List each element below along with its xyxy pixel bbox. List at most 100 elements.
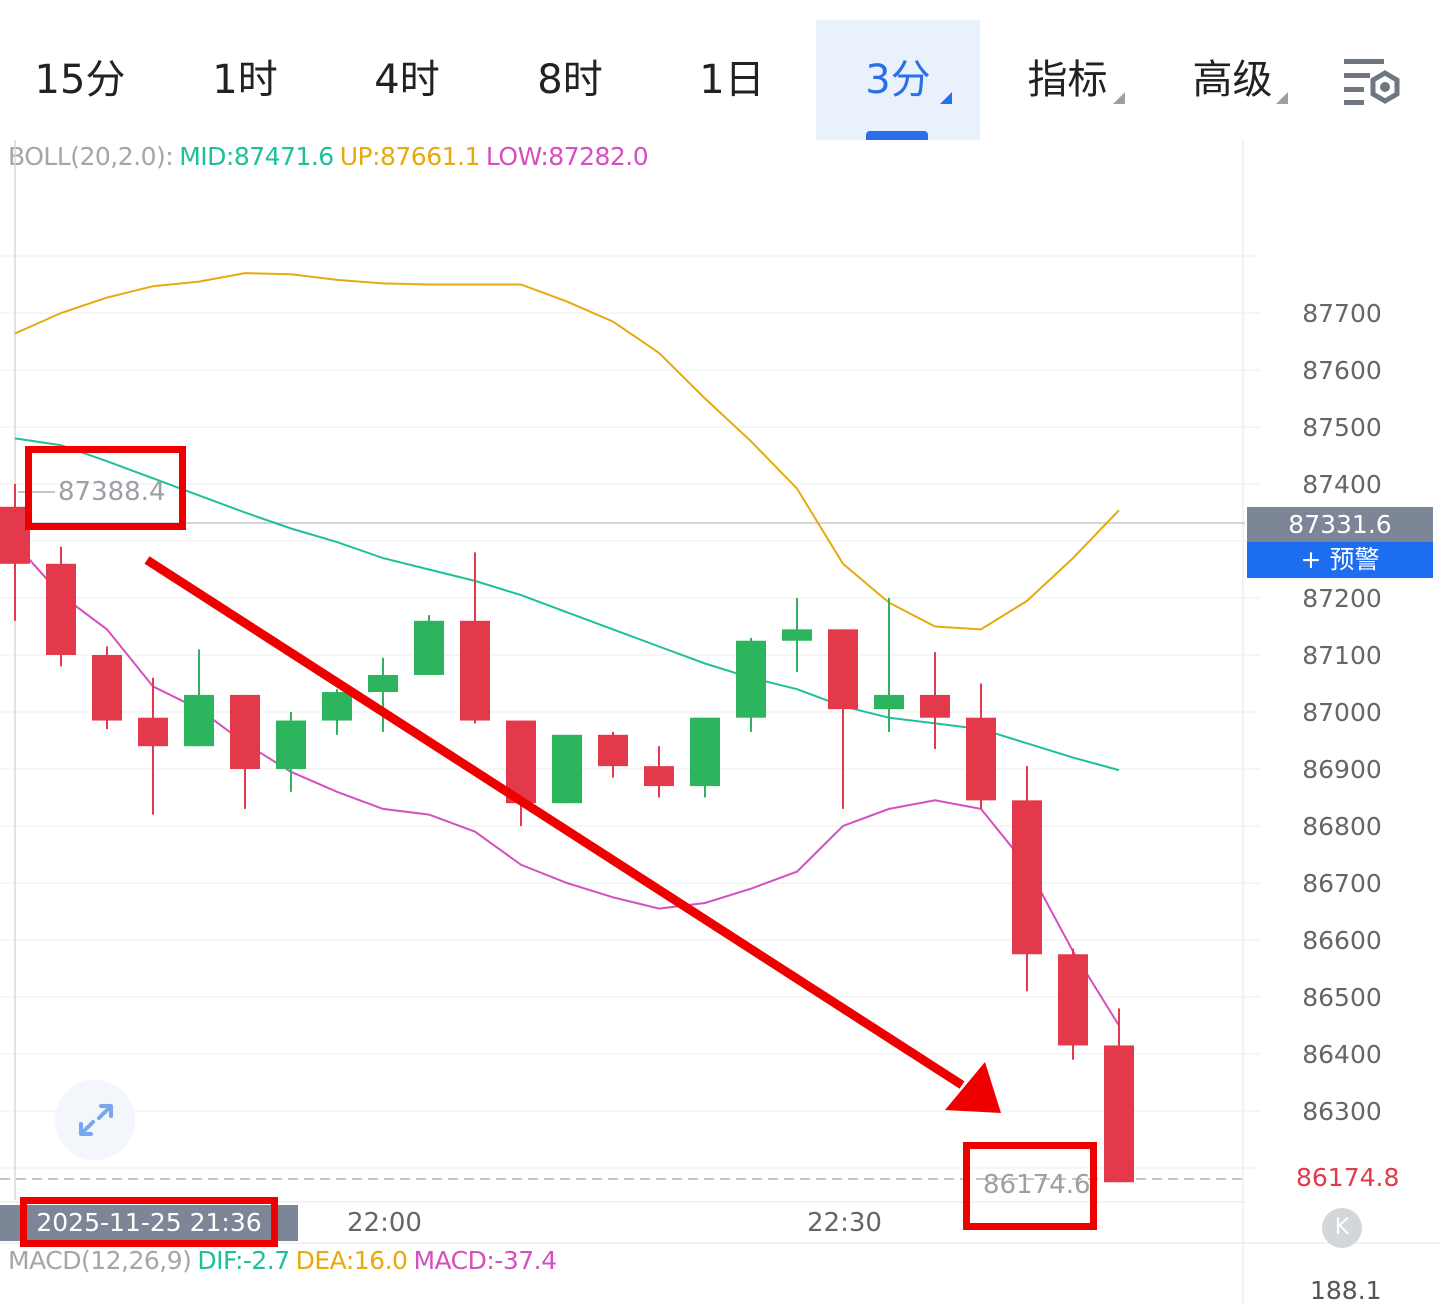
candle-down <box>92 646 122 730</box>
boll-up-value: UP:87661.1 <box>339 142 481 171</box>
candle-body <box>644 766 674 787</box>
tab-1d[interactable]: 1日 <box>677 20 787 140</box>
y-tick-label: 87100 <box>1302 641 1382 670</box>
candle-body <box>966 717 996 801</box>
candle-down <box>966 683 996 809</box>
y-tick-label: 87600 <box>1302 356 1382 385</box>
tab-label: 1日 <box>699 57 765 103</box>
candle-down <box>828 629 858 809</box>
price-axis: 87700 87600 87500 87400 87200 87100 87000 86900… <box>1302 299 1382 1126</box>
candle-body <box>920 694 950 718</box>
y-tick-label: 87700 <box>1302 299 1382 328</box>
macd-scale-value: 188.1 <box>1310 1276 1382 1305</box>
macd-dea-value: DEA:16.0 <box>295 1246 408 1275</box>
low-price-label: 86174.6 <box>983 1170 1091 1200</box>
y-tick-label: 86700 <box>1302 869 1382 898</box>
macd-dif-value: DIF:-2.7 <box>197 1246 290 1275</box>
macd-legend: MACD(12,26,9) DIF:-2.7 DEA:16.0 MACD:-37.4 <box>8 1246 562 1275</box>
candle-up <box>552 734 582 804</box>
y-tick-label: 86300 <box>1302 1097 1382 1126</box>
candle-body <box>460 620 490 721</box>
dropdown-caret-icon <box>940 92 952 104</box>
date-highlight <box>20 1197 278 1247</box>
tab-15m[interactable]: 15分 <box>25 20 135 140</box>
y-tick-label: 87500 <box>1302 413 1382 442</box>
x-tick-label: 22:00 <box>347 1208 422 1238</box>
tab-4h[interactable]: 4时 <box>352 20 462 140</box>
y-tick-label: 86900 <box>1302 755 1382 784</box>
trend-arrow-head <box>945 1062 1001 1113</box>
candle-body <box>828 629 858 710</box>
candle-down <box>1058 948 1088 1060</box>
macd-value: MACD:-37.4 <box>413 1246 557 1275</box>
tab-1h[interactable]: 1时 <box>190 20 300 140</box>
high-price-label: 87388.4 <box>58 477 166 507</box>
candle-body <box>1058 954 1088 1046</box>
boll-legend: BOLL(20,2.0): MID:87471.6 UP:87661.1 LOW:87… <box>8 142 654 171</box>
trend-arrow-shaft <box>144 556 965 1089</box>
candle-up <box>874 598 904 732</box>
current-price-tag: 87331.6 <box>1247 507 1433 542</box>
boll-mid-value: MID:87471.6 <box>179 142 334 171</box>
interval-tabs: 15分 1时 4时 8时 1日 3分 指标 高级 <box>0 0 1440 140</box>
candle-body <box>46 563 76 655</box>
tab-label: 指标 <box>1027 57 1108 103</box>
tab-3m[interactable]: 3分 <box>816 20 980 140</box>
x-tick-label: 22:30 <box>807 1208 882 1238</box>
candle-body <box>322 692 352 721</box>
boll-up-line <box>14 272 1120 631</box>
tab-label: 4时 <box>374 57 440 103</box>
macd-name: MACD(12,26,9) <box>8 1246 192 1275</box>
y-tick-label: 87400 <box>1302 470 1382 499</box>
candle-down <box>1104 1008 1134 1183</box>
candlestick-chart[interactable]: 87700 87600 87500 87400 87200 87100 87000 86900… <box>0 140 1440 1305</box>
expand-chart-button[interactable] <box>55 1080 135 1160</box>
tab-indicators[interactable]: 指标 <box>1005 20 1130 140</box>
active-tab-indicator <box>866 131 928 140</box>
candle-body <box>414 620 444 675</box>
boll-name: BOLL(20,2.0): <box>8 142 174 171</box>
candle-down <box>230 694 260 809</box>
tab-label: 3分 <box>865 57 931 103</box>
candles <box>0 484 1134 1183</box>
candle-down <box>46 546 76 667</box>
tab-label: 高级 <box>1192 57 1273 103</box>
dropdown-caret-icon <box>1113 92 1125 104</box>
candle-body <box>782 629 812 641</box>
candle-body <box>598 734 628 767</box>
candle-up <box>368 657 398 732</box>
last-price-label: 86174.8 <box>1296 1163 1400 1192</box>
tab-label: 8时 <box>537 57 603 103</box>
candle-body <box>138 717 168 747</box>
candle-body <box>736 640 766 718</box>
tab-8h[interactable]: 8时 <box>515 20 625 140</box>
candle-up <box>276 712 306 792</box>
crosshair-date-tag: 2025-11-25 21:36 <box>0 1205 298 1241</box>
candle-body <box>184 694 214 747</box>
chart-settings-icon[interactable] <box>1340 55 1404 109</box>
dropdown-caret-icon <box>1276 92 1288 104</box>
candle-down <box>460 552 490 724</box>
candle-down <box>1012 766 1042 992</box>
boll-low-value: LOW:87282.0 <box>485 142 649 171</box>
candle-up <box>736 637 766 732</box>
add-alert-button[interactable]: + 预警 <box>1247 542 1433 578</box>
candle-down <box>920 652 950 750</box>
candle-body <box>92 655 122 721</box>
jump-to-latest-icon[interactable]: K <box>1322 1208 1362 1248</box>
candle-body <box>230 694 260 769</box>
tab-label: 15分 <box>34 57 126 103</box>
candle-down <box>138 677 168 815</box>
candle-body <box>690 717 720 787</box>
y-tick-label: 87200 <box>1302 584 1382 613</box>
low-label-highlight <box>963 1142 1097 1230</box>
candle-up <box>782 598 812 673</box>
y-tick-label: 86600 <box>1302 926 1382 955</box>
candle-up <box>184 649 214 747</box>
candle-body <box>874 694 904 710</box>
candle-body <box>552 734 582 804</box>
y-tick-label: 86500 <box>1302 983 1382 1012</box>
tab-advanced[interactable]: 高级 <box>1170 20 1295 140</box>
grid-lines <box>0 255 1260 1169</box>
expand-icon <box>79 1104 113 1136</box>
